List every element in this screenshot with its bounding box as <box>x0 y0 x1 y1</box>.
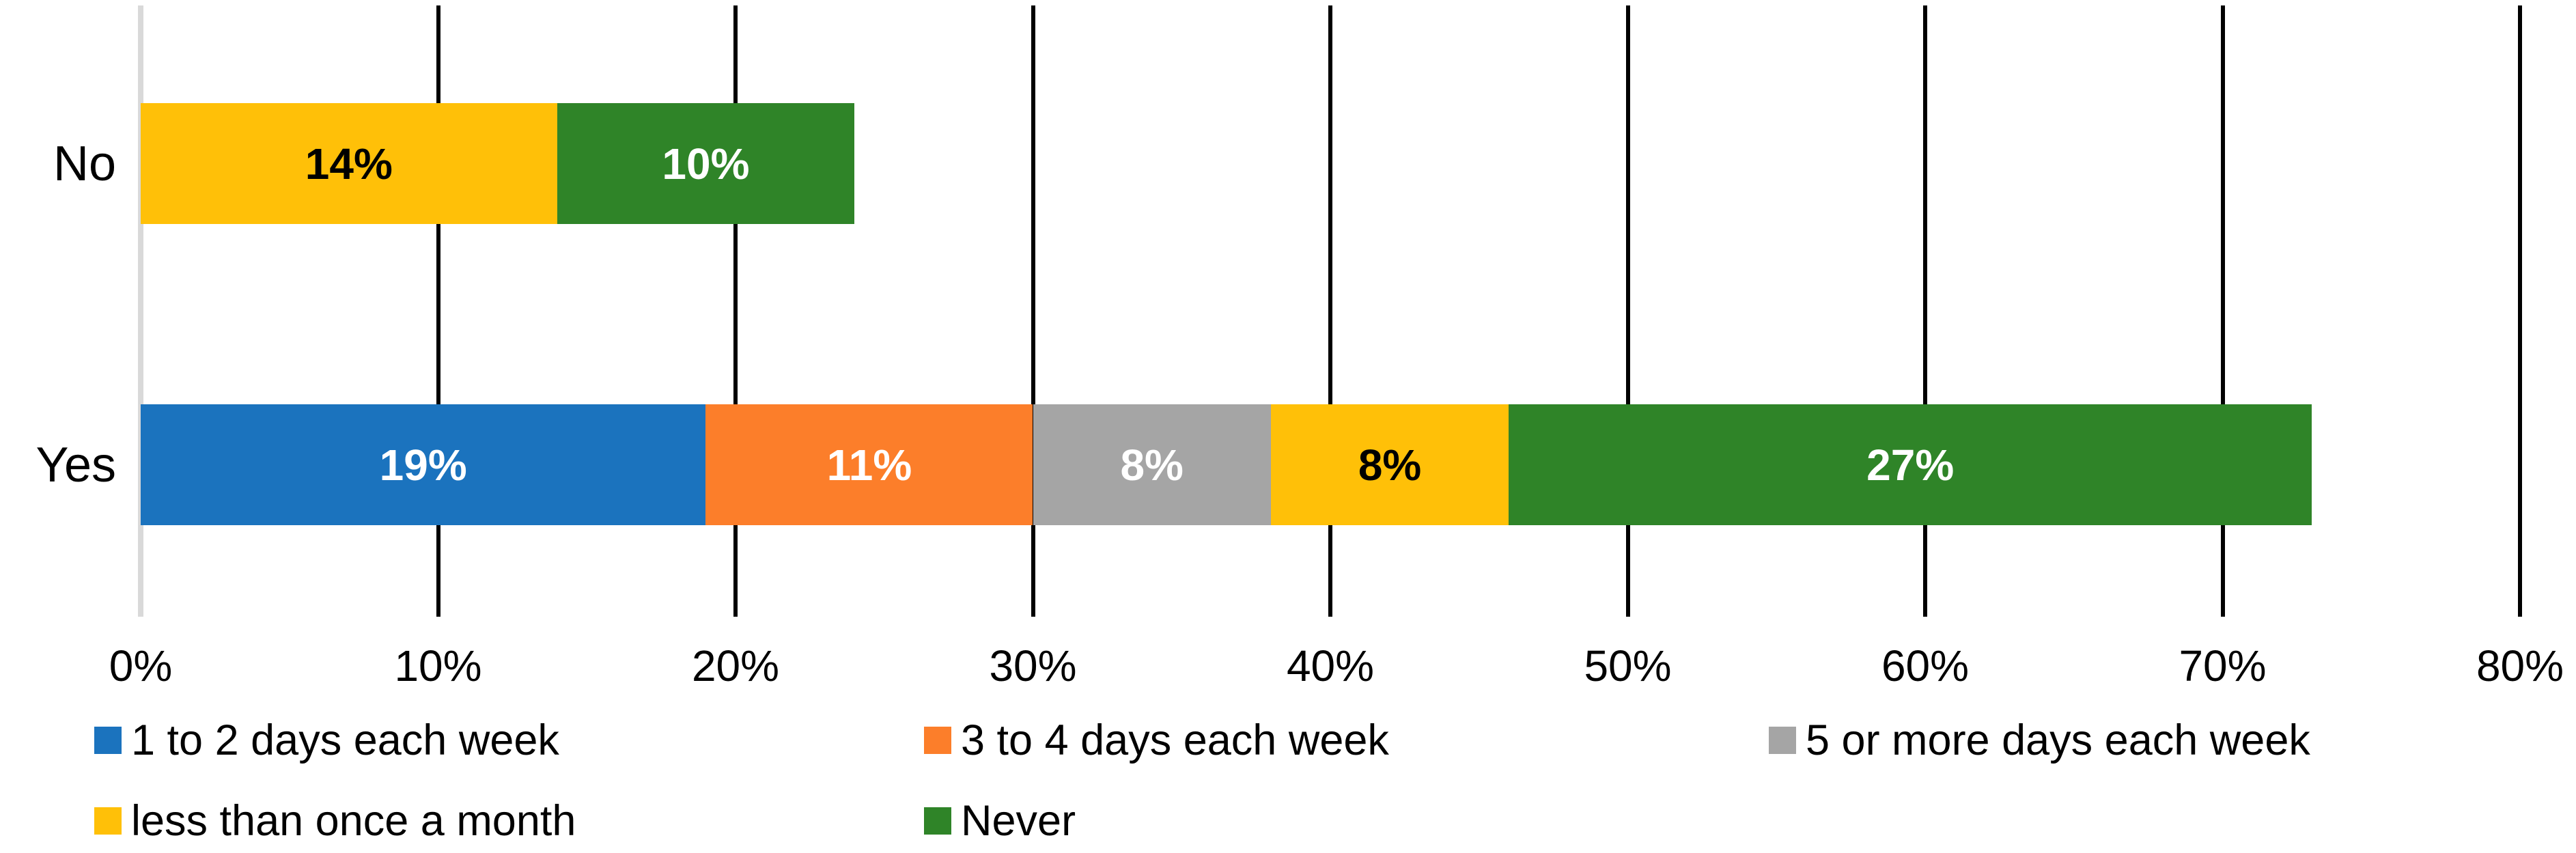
legend-item: 1 to 2 days each week <box>94 716 559 764</box>
data-label: 10% <box>662 139 750 188</box>
bar-segment: 14% <box>141 103 557 224</box>
legend-item: 3 to 4 days each week <box>924 716 1389 764</box>
x-tick-label: 40% <box>1286 641 1375 690</box>
gridline <box>1328 5 1332 617</box>
legend-swatch <box>924 727 951 754</box>
legend-swatch <box>94 807 122 835</box>
data-label: 14% <box>305 139 393 188</box>
legend-label: 5 or more days each week <box>1806 716 2310 764</box>
gridline <box>2220 5 2225 617</box>
gridline <box>733 5 738 617</box>
x-tick-label: 70% <box>2179 641 2267 690</box>
bar-segment: 19% <box>141 404 706 525</box>
x-tick-label: 10% <box>394 641 482 690</box>
bar-segment: 11% <box>705 404 1033 525</box>
bar-segment: 27% <box>1509 404 2312 525</box>
x-tick-label: 80% <box>2476 641 2564 690</box>
data-label: 8% <box>1120 440 1184 490</box>
bar-segment: 8% <box>1270 404 1509 525</box>
legend-label: 3 to 4 days each week <box>961 716 1389 764</box>
gridline <box>1625 5 1630 617</box>
gridline <box>436 5 440 617</box>
bar-segment: 8% <box>1033 404 1271 525</box>
legend-item: less than once a month <box>94 797 576 845</box>
legend-label: Never <box>961 797 1076 845</box>
legend-swatch <box>94 727 122 754</box>
x-tick-label: 0% <box>109 641 173 690</box>
legend-swatch <box>1769 727 1796 754</box>
gridline <box>1031 5 1035 617</box>
x-tick-label: 20% <box>691 641 780 690</box>
data-label: 27% <box>1866 440 1955 490</box>
gridline <box>1923 5 1927 617</box>
category-label: No <box>53 136 116 191</box>
category-label: Yes <box>36 437 116 492</box>
legend-item: Never <box>924 797 1076 845</box>
legend-label: less than once a month <box>131 797 576 845</box>
bar-segment: 10% <box>557 103 855 224</box>
legend-swatch <box>924 807 951 835</box>
data-label: 8% <box>1358 440 1422 490</box>
legend-label: 1 to 2 days each week <box>131 716 559 764</box>
legend-item: 5 or more days each week <box>1769 716 2310 764</box>
y-axis-line <box>138 5 143 617</box>
x-tick-label: 30% <box>989 641 1077 690</box>
x-tick-label: 60% <box>1881 641 1970 690</box>
data-label: 11% <box>826 440 912 490</box>
gridline <box>2518 5 2522 617</box>
data-label: 19% <box>379 440 467 490</box>
x-tick-label: 50% <box>1584 641 1672 690</box>
